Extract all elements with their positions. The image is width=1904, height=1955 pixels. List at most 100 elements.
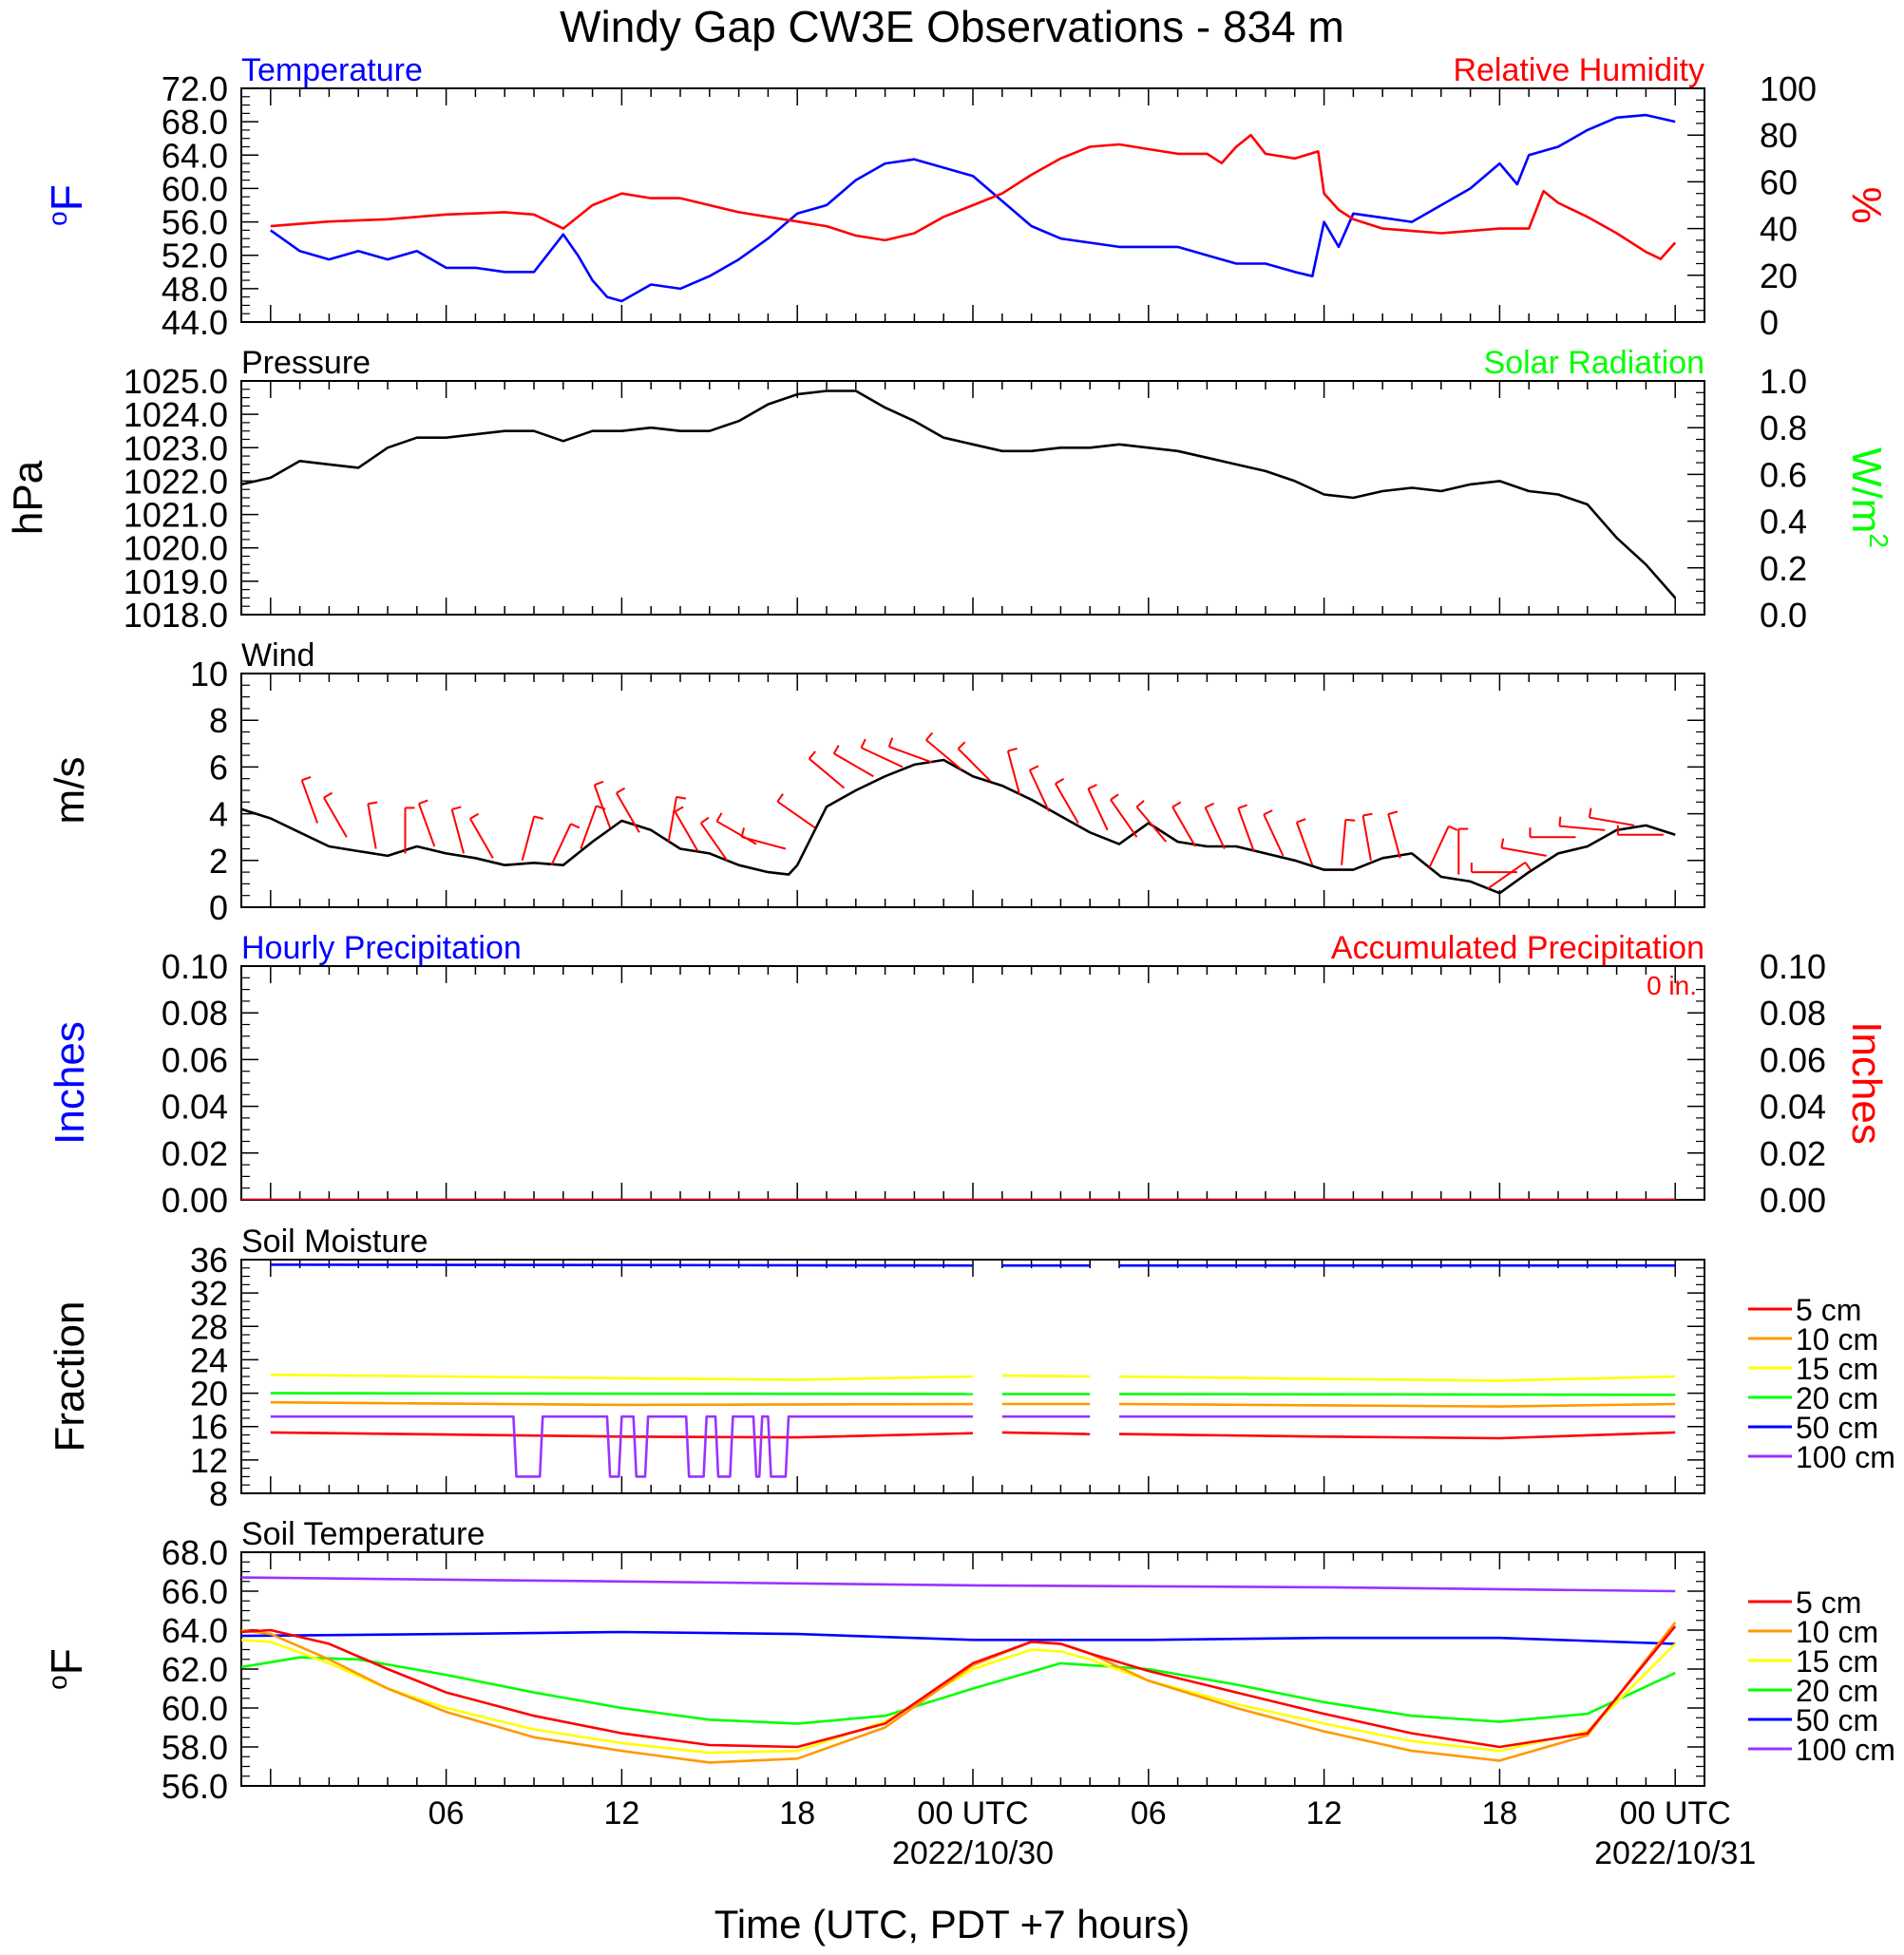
- y-tick-label: 0.00: [162, 1181, 228, 1220]
- wind-barb-flag: [1087, 784, 1097, 790]
- y-tick-label: 32: [190, 1274, 228, 1313]
- panel-1: 44.048.052.056.060.064.068.072.0 0 20 40 60 8…: [42, 52, 1890, 342]
- y-tick-label: 0.06: [162, 1040, 228, 1079]
- wind-barb: [550, 823, 572, 866]
- panel-frame: [240, 965, 1705, 1201]
- series-line-100-cm: [241, 1576, 1676, 1593]
- wind-barb: [323, 797, 348, 838]
- legend-label: 15 cm: [1796, 1352, 1878, 1386]
- y-tick-label: 12: [190, 1441, 228, 1480]
- y-tick-label-right: 0.06: [1760, 1040, 1826, 1079]
- wind-barb: [1263, 813, 1285, 857]
- panel-title-right: Solar Radiation: [1484, 345, 1704, 381]
- series-line-10-cm: [270, 1400, 974, 1407]
- wind-barb: [417, 803, 436, 847]
- y-tick-label-right: 1.0: [1760, 362, 1807, 401]
- y-tick-label: 68.0: [162, 1533, 228, 1572]
- x-tick-label: 12: [1306, 1795, 1342, 1832]
- wind-barb: [699, 822, 729, 862]
- y-tick-label: 60.0: [162, 1689, 228, 1728]
- wind-barb: [1361, 815, 1372, 861]
- y-tick-label: 24: [190, 1340, 228, 1379]
- y-tick-label: 4: [209, 795, 228, 834]
- wind-barb-flag: [1558, 816, 1562, 826]
- legend-label: 50 cm: [1796, 1703, 1878, 1737]
- panel-4: 0.00 0.02 0.04 0.06 0.08 0.10 0.00 0.02 0.04 0.06…: [47, 930, 1890, 1220]
- y-tick-label: 72.0: [162, 69, 228, 108]
- series-group: [270, 1263, 1676, 1478]
- series-line-5-cm: [1118, 1431, 1676, 1440]
- wind-barb-flag: [1500, 838, 1505, 848]
- panel-title-left: Soil Moisture: [241, 1224, 428, 1260]
- y-tick-label: 56.0: [162, 1767, 228, 1806]
- wind-barb: [1341, 819, 1347, 865]
- wind-barb: [1501, 846, 1547, 857]
- series-line-100-cm: [270, 1414, 973, 1478]
- wind-barb: [1171, 806, 1196, 847]
- y-tick-label-right: 0.4: [1760, 503, 1807, 541]
- y-tick-label: 1018.0: [124, 596, 228, 635]
- wind-barb: [1237, 807, 1255, 852]
- series-line-50-cm: [241, 1630, 1676, 1645]
- wind-barb: [833, 752, 874, 778]
- wind-barb: [616, 792, 640, 833]
- wind-barb-flag: [570, 823, 581, 829]
- wind-barb: [1204, 807, 1226, 849]
- legend-label: 10 cm: [1796, 1322, 1878, 1357]
- wind-barb: [1487, 861, 1526, 890]
- y-tick-label: 8: [209, 1474, 228, 1513]
- wind-barb: [1589, 816, 1635, 826]
- series-line-5-cm: [1001, 1431, 1091, 1435]
- y-tick-label-right: 0.10: [1760, 947, 1826, 986]
- wind-barb: [741, 836, 787, 850]
- panel-title-left: Pressure: [241, 345, 371, 381]
- wind-barb-flag: [740, 827, 746, 838]
- wind-barb: [450, 808, 466, 854]
- y-tick-label: 1019.0: [124, 562, 228, 601]
- panel-3: 0 2 4 6 8 10 Wind m/s: [47, 637, 1705, 927]
- y-tick-label: 0.10: [162, 947, 228, 986]
- wind-barb-flag: [832, 745, 840, 754]
- wind-barb-flag: [887, 737, 894, 748]
- wind-barb-flag: [323, 791, 333, 799]
- series-line-15-cm: [270, 1373, 974, 1381]
- wind-barb: [1110, 799, 1138, 838]
- wind-barb-flag: [616, 787, 626, 794]
- series-group: [241, 731, 1676, 895]
- y-tick-label: 16: [190, 1408, 228, 1447]
- wind-barb-flag: [776, 793, 784, 803]
- y-tick-label: 10: [190, 655, 228, 693]
- wind-barb-flag: [1171, 801, 1182, 808]
- wind-barb-flag: [1205, 802, 1215, 808]
- y-tick-label: 1024.0: [124, 395, 228, 434]
- panel-title-left: Hourly Precipitation: [241, 930, 522, 966]
- y-tick-label: 68.0: [162, 103, 228, 142]
- y-axis-label-right: Inches: [1843, 1021, 1890, 1145]
- wind-barb: [674, 810, 699, 852]
- y-tick-label: 58.0: [162, 1728, 228, 1767]
- wind-barb: [861, 747, 904, 769]
- y-tick-label: 0.08: [162, 994, 228, 1033]
- y-tick-label: 60.0: [162, 169, 228, 208]
- panel-2: 1018.01019.01020.01021.01022.01023.01024…: [5, 345, 1894, 635]
- series-line-5-cm: [241, 1625, 1677, 1749]
- y-axis-label: Inches: [47, 1021, 93, 1145]
- y-axis-label: oF: [42, 184, 91, 226]
- wind-barb-flag: [808, 750, 816, 760]
- legend-label: 15 cm: [1796, 1644, 1878, 1679]
- x-tick-label: 12: [603, 1795, 639, 1832]
- wind-barb-flag: [1345, 818, 1356, 822]
- y-axis-label: hPa: [5, 460, 51, 535]
- x-tick-label: 06: [428, 1795, 465, 1832]
- wind-barb-flag: [1110, 793, 1119, 801]
- y-tick-label-right: 0.2: [1760, 549, 1807, 588]
- wind-barb: [1295, 822, 1314, 866]
- x-tick-label: 00 UTC: [1620, 1795, 1731, 1832]
- wind-barb-flag: [1135, 800, 1145, 808]
- y-tick-label-right: 20: [1760, 256, 1798, 295]
- y-tick-label: 66.0: [162, 1572, 228, 1611]
- legend-label: 5 cm: [1796, 1293, 1861, 1327]
- precip-total-annotation: 0 in.: [1647, 971, 1697, 1000]
- wind-barb: [716, 820, 757, 845]
